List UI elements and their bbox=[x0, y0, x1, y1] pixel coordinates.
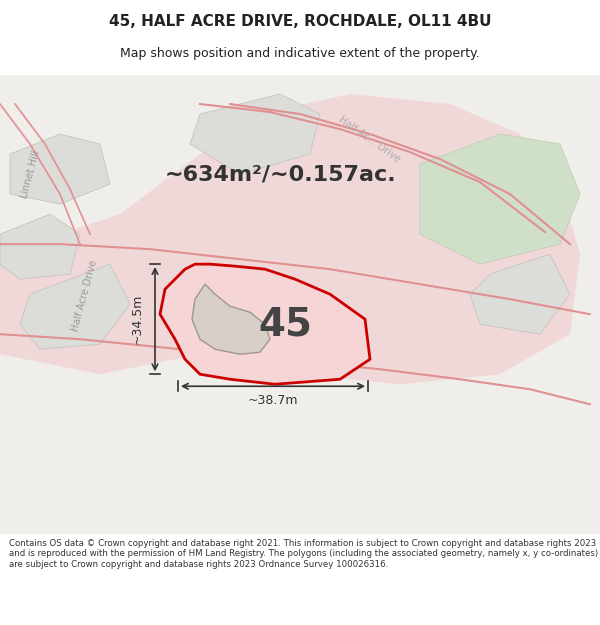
Text: Linnet Hill: Linnet Hill bbox=[19, 149, 41, 199]
Polygon shape bbox=[0, 214, 80, 279]
Text: Contains OS data © Crown copyright and database right 2021. This information is : Contains OS data © Crown copyright and d… bbox=[9, 539, 598, 569]
Text: Half Acre Drive: Half Acre Drive bbox=[71, 259, 100, 333]
Polygon shape bbox=[192, 284, 270, 354]
Text: ~634m²/~0.157ac.: ~634m²/~0.157ac. bbox=[164, 164, 396, 184]
Polygon shape bbox=[470, 254, 570, 334]
Text: ~38.7m: ~38.7m bbox=[248, 394, 298, 407]
Text: 45, HALF ACRE DRIVE, ROCHDALE, OL11 4BU: 45, HALF ACRE DRIVE, ROCHDALE, OL11 4BU bbox=[109, 14, 491, 29]
Text: 45: 45 bbox=[258, 305, 312, 343]
Text: Half Ac... Drive: Half Ac... Drive bbox=[337, 114, 403, 164]
Polygon shape bbox=[190, 94, 320, 174]
Polygon shape bbox=[20, 264, 130, 349]
Polygon shape bbox=[420, 134, 580, 264]
Text: ~34.5m: ~34.5m bbox=[131, 294, 143, 344]
Text: Map shows position and indicative extent of the property.: Map shows position and indicative extent… bbox=[120, 48, 480, 61]
Polygon shape bbox=[10, 134, 110, 204]
Polygon shape bbox=[0, 94, 580, 384]
Polygon shape bbox=[160, 264, 370, 384]
